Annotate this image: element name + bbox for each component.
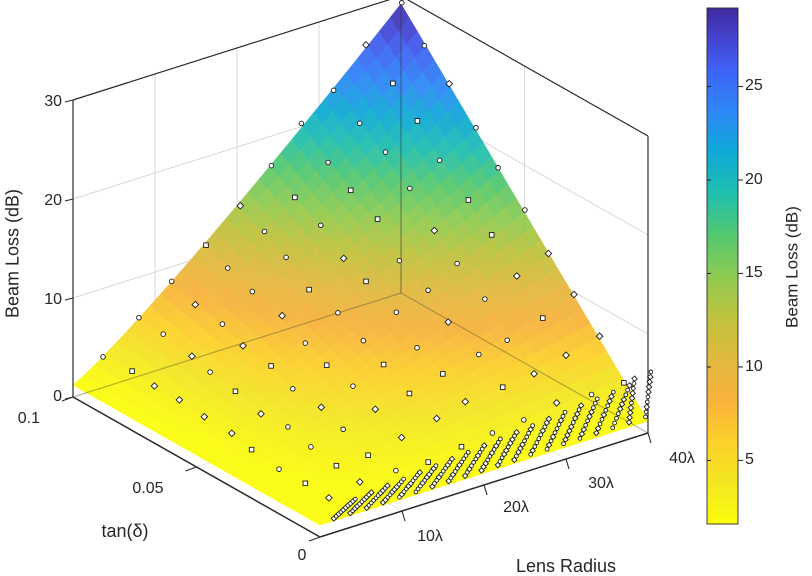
colorbar-gradient (706, 7, 739, 525)
z-tick-10: 10 (44, 291, 62, 308)
tan-tick-0p1: 0.1 (17, 410, 40, 427)
data-point-markers (100, 0, 654, 522)
colorbar-tick-5: 5 (745, 451, 754, 468)
colorbar-label: Beam Loss (dB) (782, 206, 802, 328)
colorbar-tick-20: 20 (745, 171, 763, 188)
radius-tick-40: 40λ (669, 450, 695, 467)
colorbar (706, 7, 743, 525)
z-axis-label: Beam Loss (dB) (2, 188, 23, 319)
radius-tick-30: 30λ (588, 475, 614, 492)
axis-tick-marks (61, 99, 652, 542)
surface-mesh-texture (83, 17, 638, 522)
colorbar-tick-15: 15 (745, 264, 763, 281)
colorbar-tick-10: 10 (745, 358, 763, 375)
tan-tick-0: 0 (297, 547, 307, 564)
colorbar-tick-25: 25 (745, 77, 763, 94)
z-tick-0: 0 (53, 388, 62, 405)
z-tick-30: 30 (44, 93, 62, 110)
radius-axis-label: Lens Radius (515, 556, 617, 576)
tan-axis-label: tan(δ) (101, 521, 149, 541)
radius-tick-20: 20λ (503, 499, 529, 516)
z-tick-20: 20 (44, 192, 62, 209)
tan-tick-0p05: 0.05 (132, 480, 164, 497)
beam-loss-surface (72, 3, 649, 526)
radius-tick-10: 10λ (417, 528, 443, 545)
